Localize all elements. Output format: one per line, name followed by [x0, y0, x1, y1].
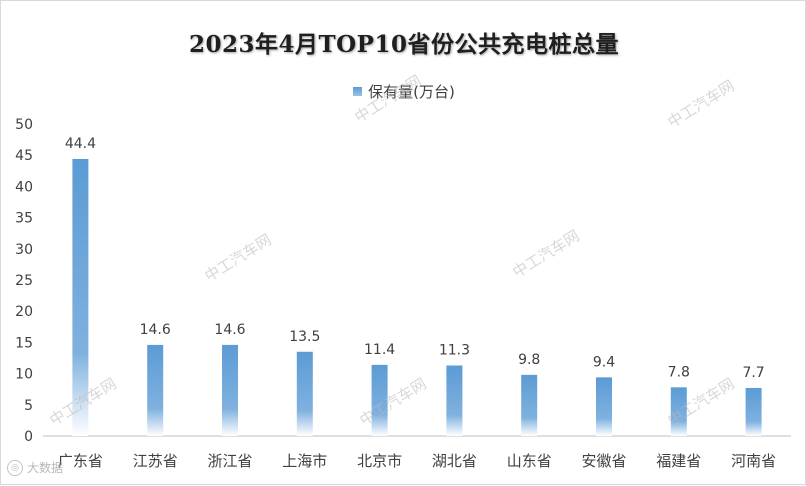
data-labels-group: 44.4 14.6 14.6 13.5 11.4 11.3 9.8 9.4 7.8 7.7 — [65, 136, 765, 381]
data-label: 13.5 — [289, 329, 320, 345]
x-tick-label: 浙江省 — [207, 452, 252, 470]
data-label: 9.8 — [518, 352, 540, 368]
x-tick-label: 广东省 — [58, 452, 103, 470]
data-label: 7.7 — [742, 365, 764, 381]
data-label: 7.8 — [668, 364, 690, 380]
data-label: 11.3 — [439, 342, 470, 358]
x-tick-label: 安徽省 — [581, 452, 626, 470]
legend-swatch — [353, 87, 363, 96]
bar — [745, 387, 762, 436]
y-tick-label: 10 — [15, 367, 33, 383]
chart-title: 2023年4月TOP10省份公共充电桩总量 — [189, 31, 619, 58]
x-tick-label: 江苏省 — [133, 452, 178, 470]
x-tick-label: 河南省 — [731, 452, 776, 470]
y-tick-label: 0 — [24, 429, 33, 445]
data-label: 11.4 — [364, 342, 395, 358]
y-tick-label: 15 — [15, 335, 33, 351]
footer-text: 大数据 — [27, 461, 64, 475]
chart-legend: 保有量(万台) — [1, 81, 806, 102]
camera-icon: ◎ — [7, 459, 23, 476]
bar — [521, 374, 538, 436]
y-tick-label: 20 — [15, 304, 33, 320]
y-tick-label: 40 — [15, 179, 33, 195]
x-tick-label: 湖北省 — [432, 452, 477, 470]
x-axis: 广东省 江苏省 浙江省 上海市 北京市 湖北省 山东省 安徽省 福建省 河南省 — [43, 435, 791, 470]
bar — [371, 364, 388, 436]
y-tick-label: 5 — [24, 398, 33, 414]
y-tick-label: 30 — [15, 242, 33, 258]
data-label: 14.6 — [214, 322, 245, 338]
data-label: 44.4 — [65, 136, 96, 152]
bar — [222, 344, 238, 436]
bar — [147, 344, 164, 436]
y-tick-label: 45 — [15, 148, 33, 164]
y-axis: 0 5 10 15 20 25 30 35 40 45 50 — [15, 117, 33, 445]
bar — [596, 377, 612, 436]
y-tick-label: 25 — [15, 273, 33, 289]
bars-group — [72, 158, 762, 436]
x-tick-label: 上海市 — [282, 452, 327, 470]
x-tick-label: 北京市 — [357, 452, 402, 470]
bar — [72, 158, 89, 436]
data-label: 14.6 — [140, 322, 171, 338]
x-tick-label: 福建省 — [656, 452, 701, 470]
y-tick-label: 50 — [15, 117, 33, 133]
y-tick-label: 35 — [15, 211, 33, 227]
data-label: 9.4 — [593, 354, 615, 370]
bar — [296, 351, 313, 436]
x-tick-label: 山东省 — [507, 452, 552, 470]
footer-source: ◎ 大数据 — [7, 459, 63, 476]
legend-label: 保有量(万台) — [368, 83, 455, 101]
bar — [446, 365, 463, 436]
bar — [670, 387, 687, 436]
